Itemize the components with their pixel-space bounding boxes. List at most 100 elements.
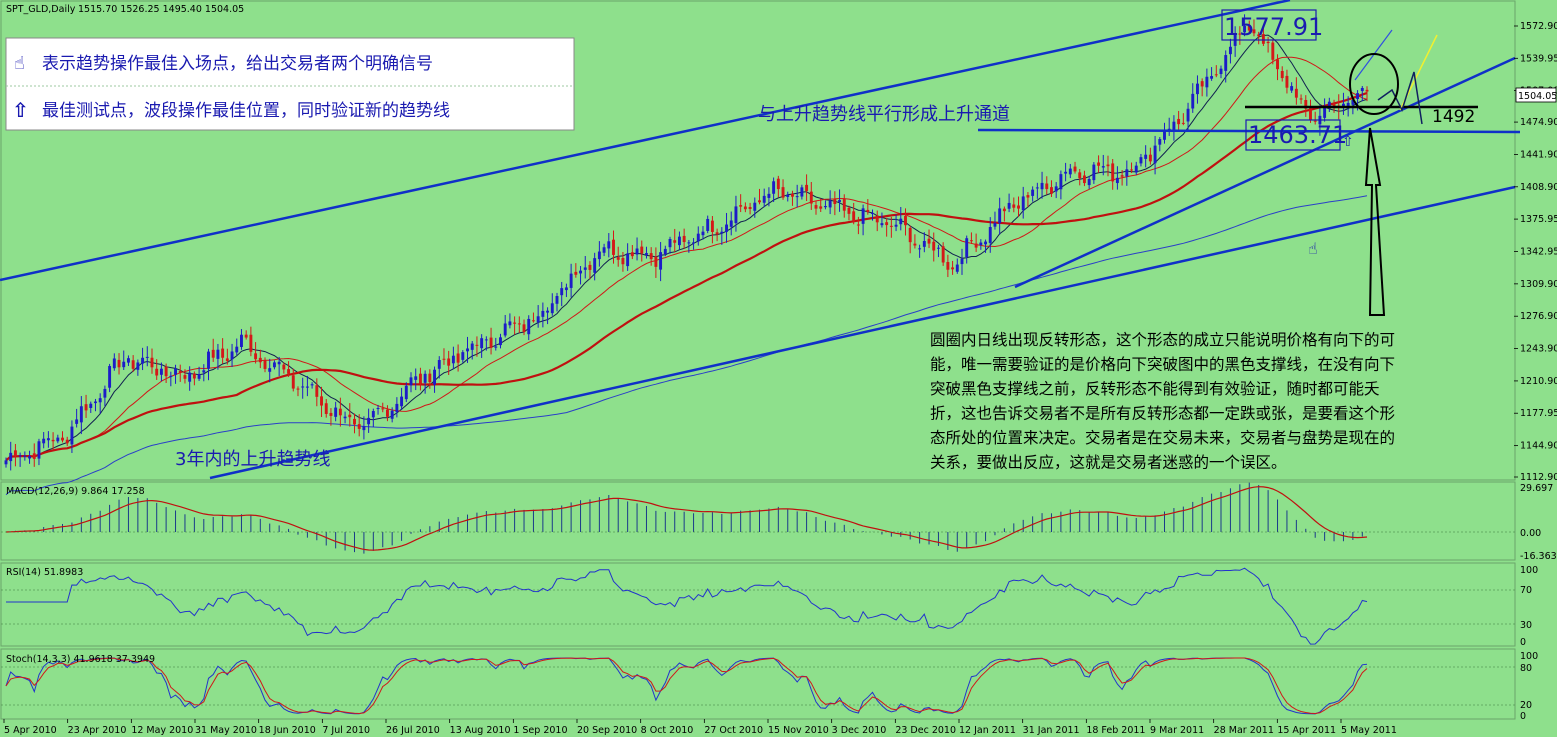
- candle-body: [1243, 25, 1247, 33]
- candle-body: [249, 334, 253, 352]
- candle-body: [607, 241, 611, 249]
- candle-body: [108, 366, 112, 388]
- rsi-tick-0: 0: [1520, 637, 1526, 648]
- candle-body: [993, 223, 997, 227]
- candle-body: [743, 206, 747, 210]
- candle-body: [79, 406, 83, 423]
- macd-tick-bottom: -16.363: [1520, 551, 1557, 562]
- candle-body: [659, 252, 663, 270]
- rsi-line: [6, 567, 1368, 645]
- candle-body: [908, 227, 912, 243]
- candle-body: [1323, 105, 1327, 118]
- candle-body: [221, 348, 225, 358]
- candle-body: [838, 200, 842, 202]
- peak-label: 1577.91: [1224, 13, 1323, 41]
- candle-body: [880, 223, 884, 226]
- candle-body: [569, 273, 573, 288]
- candle-body: [1120, 175, 1124, 177]
- candle-body: [324, 403, 328, 414]
- candle-body: [527, 318, 531, 335]
- moving-averages: [5, 34, 1368, 496]
- candle-body: [856, 224, 860, 226]
- candle-body: [178, 371, 182, 373]
- candle-body: [1167, 128, 1171, 130]
- date-tick-label: 28 Mar 2011: [1214, 725, 1274, 736]
- stoch-panel-frame: [0, 648, 1516, 720]
- candle-body: [1238, 33, 1242, 35]
- candle-body: [814, 205, 818, 209]
- candle-body: [640, 246, 644, 254]
- candle-body: [136, 362, 140, 370]
- candle-body: [381, 408, 385, 410]
- candle-body: [593, 258, 597, 273]
- candle-body: [235, 346, 239, 353]
- candle-body: [626, 253, 630, 267]
- candle-body: [1153, 145, 1157, 164]
- candle-body: [588, 264, 592, 270]
- candle-body: [630, 252, 634, 257]
- price-tick-label: 1112.90: [1520, 472, 1557, 483]
- candle-body: [1059, 174, 1063, 190]
- candle-body: [418, 373, 422, 384]
- candle-body: [1106, 164, 1110, 167]
- candle-body: [517, 323, 521, 325]
- candle-body: [1035, 187, 1039, 189]
- candle-body: [951, 267, 955, 270]
- candle-body: [244, 334, 248, 338]
- price-tick-label: 1408.90: [1520, 182, 1557, 193]
- candle-body: [1261, 34, 1265, 44]
- reversal-circle: [1349, 53, 1399, 115]
- candle-body: [263, 360, 267, 369]
- candle-body: [1276, 59, 1279, 70]
- candle-body: [461, 352, 465, 360]
- price-panel-frame: [0, 0, 1516, 481]
- stoch-tick-20: 20: [1520, 700, 1532, 711]
- date-tick-label: 12 May 2010: [131, 725, 193, 736]
- candle-body: [673, 240, 677, 243]
- candle-body: [1224, 55, 1228, 71]
- candle-body: [159, 368, 163, 375]
- macd-panel-frame: [0, 481, 1516, 561]
- candle-body: [696, 233, 700, 242]
- candle-body: [117, 359, 121, 368]
- candle-body: [833, 198, 837, 205]
- candle-body: [649, 253, 653, 260]
- channel-label: 与上升趋势线平行形成上升通道: [758, 104, 1010, 125]
- candle-body: [1327, 101, 1331, 109]
- candle-body: [1299, 98, 1303, 100]
- candle-body: [75, 419, 79, 424]
- candle-body: [272, 362, 276, 368]
- candle-body: [767, 193, 771, 198]
- candle-body: [1021, 196, 1025, 211]
- candle-body: [28, 456, 32, 459]
- candle-body: [131, 360, 135, 369]
- price-tick-label: 1572.90: [1520, 21, 1557, 32]
- candle-body: [1163, 130, 1166, 140]
- candle-body: [1148, 154, 1152, 162]
- candle-body: [998, 208, 1002, 224]
- candle-body: [1285, 75, 1289, 88]
- candle-body: [852, 211, 856, 222]
- candle-body: [984, 241, 987, 245]
- candle-body: [791, 193, 794, 197]
- date-tick-label: 27 Oct 2010: [704, 725, 763, 736]
- candle-body: [635, 248, 639, 255]
- candle-body: [494, 346, 498, 348]
- candle-body: [805, 184, 809, 191]
- candle-body: [1050, 187, 1053, 194]
- rsi-label: RSI(14) 51.8983: [6, 567, 83, 578]
- candle-body: [1210, 76, 1214, 79]
- candle-body: [795, 196, 799, 198]
- candle-body: [188, 372, 192, 382]
- date-axis: 5 Apr 2010 23 Apr 2010 12 May 2010 31 May 2…: [3, 719, 1397, 736]
- price-tick-label: 1539.95: [1520, 53, 1557, 64]
- candle-body: [65, 439, 69, 444]
- candle-body: [1247, 24, 1251, 31]
- candle-body: [1191, 93, 1195, 109]
- candle-body: [734, 206, 738, 224]
- date-tick-label: 5 May 2011: [1341, 725, 1397, 736]
- candle-body: [423, 373, 427, 383]
- down-arrow-shape: [1364, 127, 1386, 316]
- price-tick-label: 1309.90: [1520, 279, 1557, 290]
- candle-body: [174, 368, 177, 375]
